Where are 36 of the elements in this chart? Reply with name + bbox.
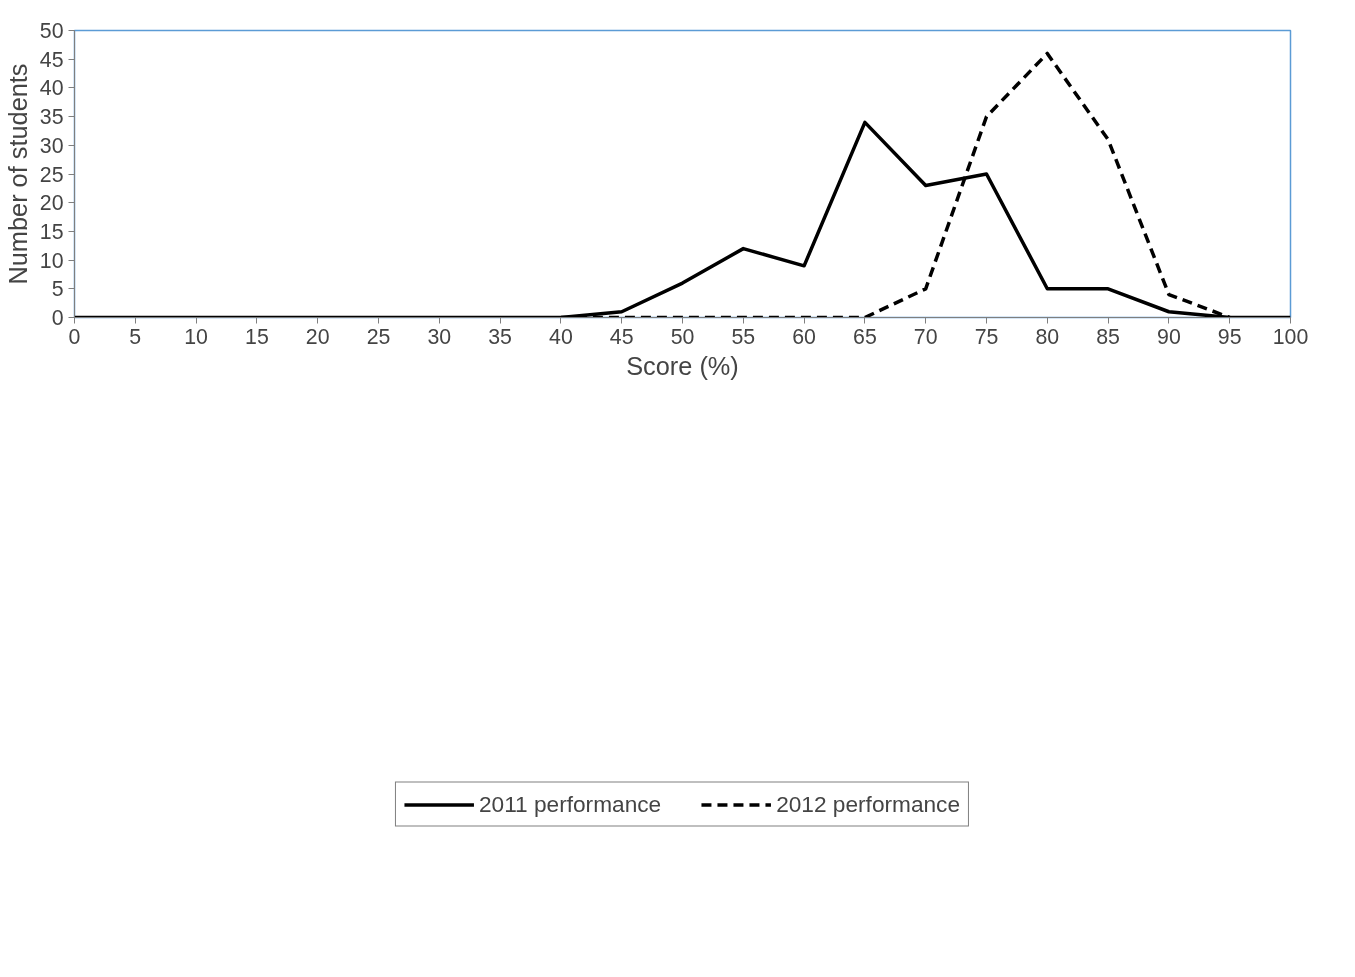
x-tick-label: 30 — [427, 324, 452, 349]
y-tick-label: 10 — [39, 248, 64, 273]
x-tick-label: 100 — [1272, 324, 1309, 349]
x-tick-label: 40 — [549, 324, 573, 349]
y-tick-label: 35 — [39, 105, 64, 130]
y-tick-label: 40 — [39, 76, 64, 101]
x-tick-label: 80 — [1035, 324, 1060, 349]
y-tick-label: 50 — [39, 19, 64, 43]
x-tick-label: 70 — [913, 324, 938, 349]
x-tick-label: 45 — [609, 324, 634, 349]
x-tick-label: 0 — [68, 324, 81, 349]
legend-label: 2011 performance — [478, 790, 662, 818]
x-tick-label: 10 — [184, 324, 209, 349]
y-tick-label: 30 — [39, 133, 64, 158]
x-axis-title: Score (%) — [626, 351, 739, 380]
x-tick-label: 5 — [129, 324, 142, 349]
x-tick-label: 90 — [1157, 324, 1181, 349]
x-tick-label: 60 — [792, 324, 817, 349]
x-tick-label: 50 — [670, 324, 695, 349]
x-tick-label: 20 — [305, 324, 330, 349]
y-tick-label: 20 — [39, 191, 64, 216]
y-tick-label: 25 — [39, 162, 64, 187]
x-tick-label: 95 — [1217, 324, 1242, 349]
y-tick-label: 5 — [51, 277, 64, 302]
x-tick-label: 35 — [488, 324, 512, 349]
x-tick-label: 85 — [1096, 324, 1120, 349]
legend-label: 2012 performance — [776, 790, 961, 818]
x-tick-label: 15 — [245, 324, 269, 349]
x-tick-label: 25 — [366, 324, 391, 349]
x-tick-label: 65 — [853, 324, 877, 349]
x-tick-label: 75 — [974, 324, 999, 349]
y-tick-label: 0 — [51, 306, 64, 330]
y-tick-label: 15 — [39, 219, 64, 244]
y-axis-title: Number of students — [3, 63, 32, 285]
y-tick-label: 45 — [39, 47, 64, 72]
x-tick-label: 55 — [731, 324, 756, 349]
